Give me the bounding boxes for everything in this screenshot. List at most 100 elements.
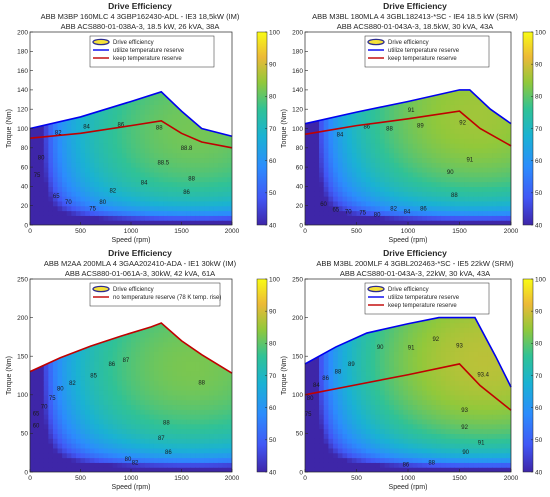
heatmap-cell (412, 99, 418, 105)
heatmap-cell (351, 176, 358, 183)
heatmap-cell (431, 186, 437, 192)
y-tick-label: 60 (296, 164, 304, 171)
heatmap-cell (80, 118, 86, 125)
heatmap-cell (112, 428, 118, 434)
heatmap-cell (333, 176, 339, 183)
heatmap-cell (121, 205, 128, 212)
heatmap-cell (121, 389, 128, 396)
heatmap-cell (94, 356, 100, 362)
heatmap-cell (195, 215, 201, 221)
heatmap-cell (172, 336, 178, 343)
heatmap-cell (501, 176, 507, 183)
heatmap-cell (103, 220, 109, 225)
heatmap-cell (121, 375, 128, 381)
heatmap-cell (328, 171, 334, 178)
heatmap-cell (135, 186, 141, 192)
heatmap-cell (309, 191, 315, 197)
heatmap-cell (440, 186, 447, 192)
heatmap-cell (135, 118, 141, 125)
heatmap-cell (172, 147, 178, 154)
heatmap-cell (379, 205, 386, 212)
heatmap-cell (323, 176, 330, 183)
heatmap-cell (375, 181, 381, 187)
heatmap-cell (117, 414, 123, 420)
heatmap-cell (112, 457, 118, 463)
heatmap-cell (52, 157, 59, 163)
heatmap-cell (176, 200, 183, 207)
heatmap-cell (398, 181, 404, 187)
heatmap-cell (158, 356, 164, 362)
heatmap-cell (144, 447, 150, 454)
heatmap-cell (131, 380, 137, 386)
heatmap-cell (149, 443, 155, 449)
heatmap-cell (199, 171, 206, 178)
heatmap-cell (30, 142, 36, 149)
heatmap-cell (356, 167, 362, 173)
colorbar-tick-label: 80 (269, 94, 277, 101)
heatmap-cell (52, 196, 59, 202)
heatmap-cell (39, 157, 45, 163)
heatmap-cell (71, 418, 77, 425)
heatmap-cell (426, 215, 433, 221)
heatmap-cell (75, 205, 82, 212)
heatmap-cell (85, 365, 91, 372)
heatmap-cell (48, 414, 54, 420)
heatmap-cell (319, 142, 325, 149)
heatmap-cell (158, 109, 164, 115)
heatmap-cell (496, 162, 503, 168)
heatmap-cell (39, 186, 45, 192)
heatmap-cell (52, 176, 59, 183)
heatmap-cell (121, 138, 128, 144)
heatmap-cell (39, 133, 45, 139)
heatmap-cell (34, 220, 40, 225)
heatmap-cell (103, 114, 109, 120)
heatmap-cell (393, 152, 400, 159)
heatmap-cell (309, 133, 315, 139)
heatmap-cell (135, 409, 141, 415)
heatmap-cell (464, 200, 470, 207)
heatmap-cell (167, 109, 173, 115)
heatmap-cell (112, 114, 118, 120)
heatmap-cell (144, 341, 150, 348)
heatmap-cell (379, 123, 386, 130)
heatmap-cell (48, 375, 54, 381)
heatmap-cell (436, 176, 442, 183)
heatmap-cell (89, 191, 95, 197)
heatmap-cell (195, 196, 201, 202)
heatmap-cell (85, 418, 91, 425)
heatmap-cell (487, 215, 493, 221)
heatmap-cell (126, 467, 132, 472)
heatmap-cell (140, 428, 146, 434)
heatmap-cell (135, 414, 141, 420)
heatmap-cell (66, 210, 72, 216)
heatmap-cell (412, 162, 418, 168)
heatmap-cell (464, 167, 470, 173)
heatmap-cell (417, 191, 423, 197)
contour-level-label: 65 (333, 208, 340, 214)
heatmap-cell (103, 133, 109, 139)
heatmap-cell (135, 162, 141, 168)
heatmap-cell (482, 176, 489, 183)
heatmap-cell (117, 346, 123, 352)
heatmap-cell (468, 89, 475, 96)
heatmap-cell (222, 196, 229, 202)
heatmap-cell (52, 370, 59, 377)
heatmap-cell (172, 361, 178, 367)
heatmap-cell (398, 147, 404, 154)
heatmap-cell (309, 162, 315, 168)
heatmap-cell (186, 205, 192, 212)
heatmap-cell (370, 133, 376, 139)
heatmap-cell (30, 404, 36, 410)
heatmap-cell (140, 196, 146, 202)
heatmap-cell (431, 210, 437, 216)
heatmap-cell (379, 220, 386, 226)
heatmap-cell (43, 123, 49, 130)
colorbar-tick-label: 90 (535, 61, 543, 68)
heatmap-cell (117, 128, 123, 134)
heatmap-cell (436, 162, 442, 168)
heatmap-cell (144, 138, 150, 144)
heatmap-cell (158, 162, 164, 168)
colorbar-tick-label: 40 (535, 222, 543, 229)
heatmap-cell (319, 181, 325, 187)
heatmap-cell (450, 191, 456, 197)
